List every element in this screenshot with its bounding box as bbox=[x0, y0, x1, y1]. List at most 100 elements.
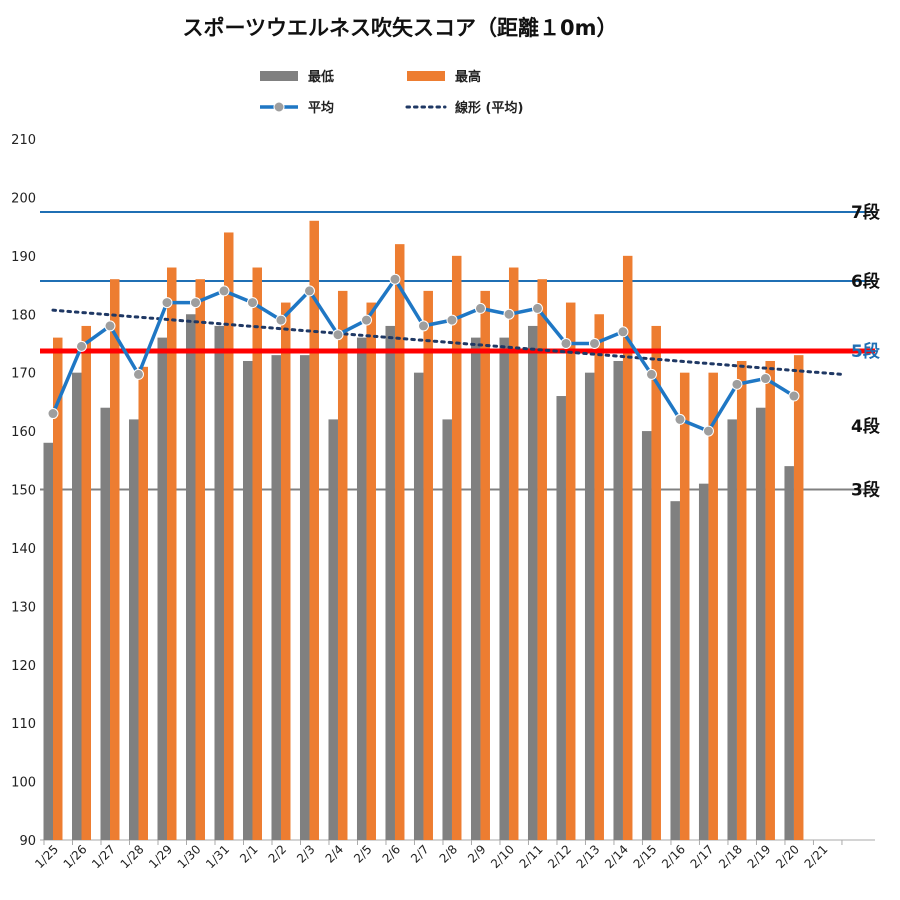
average-point bbox=[417, 320, 429, 332]
bar-max bbox=[679, 372, 690, 840]
bar-max bbox=[565, 302, 576, 841]
average-point bbox=[645, 368, 657, 380]
average-point bbox=[788, 390, 800, 402]
y-tick-label: 210 bbox=[11, 133, 36, 148]
bar-min bbox=[271, 355, 281, 840]
average-point bbox=[332, 329, 344, 341]
chart-title: スポーツウエルネス吹矢スコア（距離１0m） bbox=[182, 16, 618, 40]
x-tick-label: 2/16 bbox=[659, 842, 688, 871]
x-tick-label: 2/11 bbox=[517, 842, 546, 871]
x-tick-label: 2/19 bbox=[745, 842, 774, 871]
bar-min bbox=[556, 396, 566, 840]
average-point bbox=[75, 340, 87, 352]
bar-max bbox=[166, 267, 177, 840]
average-point bbox=[503, 308, 515, 320]
bar-max bbox=[480, 290, 490, 841]
bar-max bbox=[309, 220, 319, 841]
x-tick-label: 2/14 bbox=[602, 842, 631, 871]
bar-min bbox=[43, 442, 53, 840]
average-point bbox=[47, 408, 59, 420]
x-tick-label: 1/31 bbox=[203, 842, 232, 871]
dan-label: 3段 bbox=[851, 480, 880, 501]
average-point bbox=[560, 337, 572, 349]
dan-label: 6段 bbox=[851, 271, 880, 292]
average-point bbox=[275, 314, 287, 326]
bar-max bbox=[651, 325, 661, 840]
average-point bbox=[246, 297, 258, 309]
x-tick-label: 1/25 bbox=[32, 842, 61, 871]
x-tick-label: 2/15 bbox=[631, 842, 660, 871]
bar-max bbox=[337, 290, 348, 841]
y-tick-label: 140 bbox=[11, 542, 36, 557]
x-tick-label: 2/10 bbox=[488, 842, 517, 871]
y-tick-label: 200 bbox=[11, 191, 36, 206]
bar-min bbox=[157, 337, 167, 840]
bar-min bbox=[584, 372, 595, 840]
x-tick-label: 2/7 bbox=[408, 842, 432, 866]
x-tick-label: 2/3 bbox=[294, 842, 318, 866]
dan-label: 4段 bbox=[851, 416, 880, 437]
y-tick-label: 120 bbox=[11, 659, 36, 674]
bar-min bbox=[328, 419, 338, 840]
average-point bbox=[588, 337, 600, 349]
bar-min bbox=[128, 419, 139, 840]
y-tick-label: 110 bbox=[11, 717, 36, 732]
bar-max bbox=[765, 360, 775, 840]
x-tick-label: 1/27 bbox=[89, 842, 118, 871]
bar-min bbox=[299, 355, 310, 840]
average-point bbox=[731, 378, 743, 390]
trendline-average bbox=[51, 308, 844, 376]
bar-max bbox=[252, 267, 262, 840]
bar-min bbox=[613, 360, 623, 840]
legend-swatch-min bbox=[260, 71, 298, 81]
bar-max bbox=[508, 267, 519, 840]
x-tick-label: 2/20 bbox=[773, 842, 802, 871]
bar-max bbox=[423, 290, 433, 841]
bar-max bbox=[451, 255, 462, 841]
x-tick-label: 2/4 bbox=[323, 842, 347, 866]
dan-label: 7段 bbox=[851, 202, 880, 223]
bar-min bbox=[499, 337, 509, 840]
x-tick-label: 2/1 bbox=[237, 842, 261, 866]
bar-min bbox=[470, 337, 481, 840]
bar-max bbox=[366, 302, 376, 841]
y-tick-label: 170 bbox=[11, 367, 36, 382]
legend-label-max: 最高 bbox=[455, 69, 481, 85]
average-point bbox=[303, 285, 315, 297]
average-point bbox=[132, 368, 144, 380]
x-tick-label: 2/5 bbox=[351, 842, 375, 866]
legend-label-average: 平均 bbox=[308, 100, 334, 116]
bar-min bbox=[698, 483, 709, 840]
bar-min bbox=[641, 431, 652, 840]
legend-marker-average bbox=[273, 101, 285, 113]
bar-max bbox=[793, 355, 804, 840]
y-tick-label: 100 bbox=[11, 776, 36, 791]
average-point bbox=[474, 302, 486, 314]
x-tick-label: 2/6 bbox=[380, 842, 404, 866]
legend-swatch-max bbox=[407, 71, 445, 81]
bar-max bbox=[109, 279, 120, 840]
bar-min bbox=[385, 325, 395, 840]
average-point bbox=[218, 285, 230, 297]
x-tick-label: 1/26 bbox=[61, 842, 90, 871]
bar-min bbox=[527, 325, 538, 840]
x-tick-label: 2/18 bbox=[716, 842, 745, 871]
x-tick-label: 2/2 bbox=[266, 842, 290, 866]
bar-max bbox=[394, 244, 405, 840]
bar-min bbox=[71, 372, 82, 840]
average-point bbox=[617, 326, 629, 338]
average-point bbox=[161, 297, 173, 309]
bar-max bbox=[138, 366, 148, 840]
x-tick-label: 2/21 bbox=[802, 842, 831, 871]
bar-max bbox=[195, 279, 205, 840]
x-tick-label: 2/8 bbox=[437, 842, 461, 866]
x-tick-label: 2/17 bbox=[688, 842, 717, 871]
bar-min bbox=[214, 325, 224, 840]
bar-min bbox=[100, 407, 110, 840]
bar-min bbox=[356, 337, 367, 840]
bar-min bbox=[755, 407, 766, 840]
bar-max bbox=[622, 255, 633, 841]
x-tick-label: 1/28 bbox=[118, 842, 147, 871]
bar-max bbox=[81, 325, 91, 840]
